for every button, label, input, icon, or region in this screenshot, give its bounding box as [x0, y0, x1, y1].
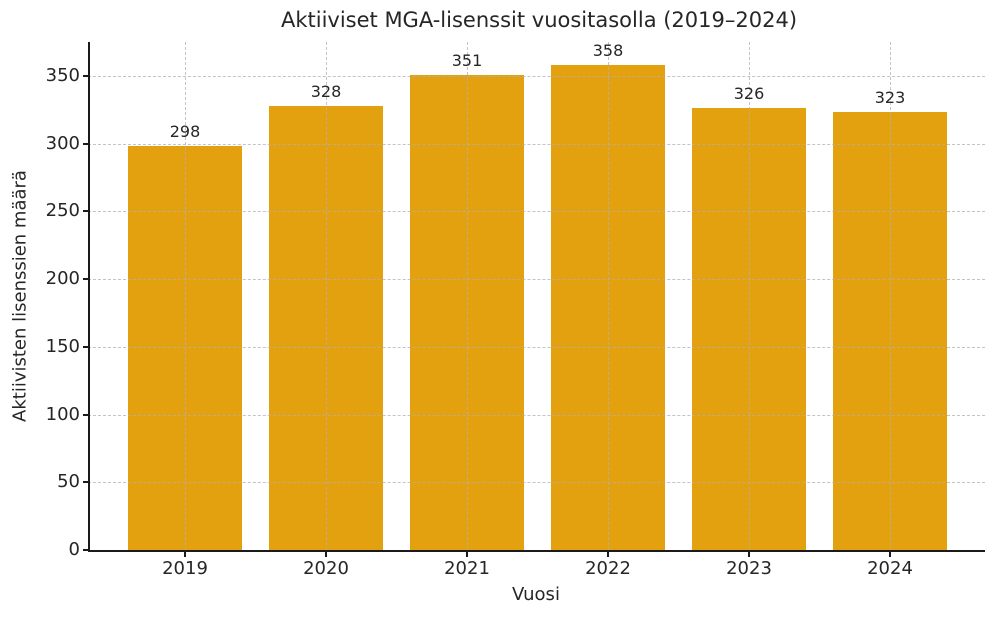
gridline-vertical: [749, 42, 750, 550]
y-axis-tick: [83, 74, 88, 77]
y-axis-tick: [83, 278, 88, 281]
chart-title: Aktiiviset MGA-lisenssit vuositasolla (2…: [280, 8, 798, 32]
bar-value-label: 328: [310, 81, 342, 101]
gridline-vertical: [467, 42, 468, 550]
gridline-horizontal: [88, 211, 985, 213]
gridline-horizontal: [88, 75, 985, 77]
x-tick-label: 2021: [444, 558, 490, 579]
y-tick-label: 50: [57, 471, 80, 493]
gridline-vertical: [185, 42, 186, 550]
x-tick-label: 2020: [303, 558, 349, 579]
y-tick-label: 150: [45, 335, 80, 357]
y-axis-tick: [83, 142, 88, 145]
bar-value-label: 351: [451, 50, 483, 70]
x-tick-label: 2022: [585, 558, 631, 579]
y-tick-label: 200: [45, 268, 80, 290]
y-axis-spine: [88, 42, 90, 552]
y-tick-label: 300: [45, 132, 80, 154]
gridline-horizontal: [88, 482, 985, 484]
bar-value-label: 326: [733, 84, 765, 104]
x-axis-tick: [184, 552, 186, 557]
gridline-vertical: [890, 42, 891, 550]
x-tick-label: 2019: [162, 558, 208, 579]
x-axis-tick: [466, 552, 468, 557]
bar-value-label: 358: [592, 41, 624, 61]
bar-value-label: 323: [874, 88, 906, 108]
x-axis-tick: [748, 552, 750, 557]
gridline-horizontal: [88, 414, 985, 416]
gridline-horizontal: [88, 279, 985, 281]
gridline-horizontal: [88, 143, 985, 145]
x-axis-spine: [88, 550, 985, 552]
gridline-vertical: [608, 42, 609, 550]
x-axis-label: Vuosi: [512, 584, 560, 605]
x-tick-label: 2023: [726, 558, 772, 579]
gridline-vertical: [326, 42, 327, 550]
y-tick-label: 100: [45, 403, 80, 425]
y-axis-tick: [83, 413, 88, 416]
y-tick-label: 350: [45, 64, 80, 86]
y-axis-tick: [83, 549, 88, 551]
y-axis-tick: [83, 481, 88, 484]
bar-value-label: 298: [169, 122, 201, 142]
x-axis-tick: [889, 552, 891, 557]
y-tick-label: 250: [45, 200, 80, 222]
x-axis-tick: [325, 552, 327, 557]
y-tick-label: 0: [68, 539, 80, 560]
gridline-horizontal: [88, 346, 985, 348]
x-axis-tick: [607, 552, 609, 557]
x-tick-label: 2024: [867, 558, 913, 579]
y-axis-tick: [83, 210, 88, 213]
y-axis-tick: [83, 345, 88, 348]
